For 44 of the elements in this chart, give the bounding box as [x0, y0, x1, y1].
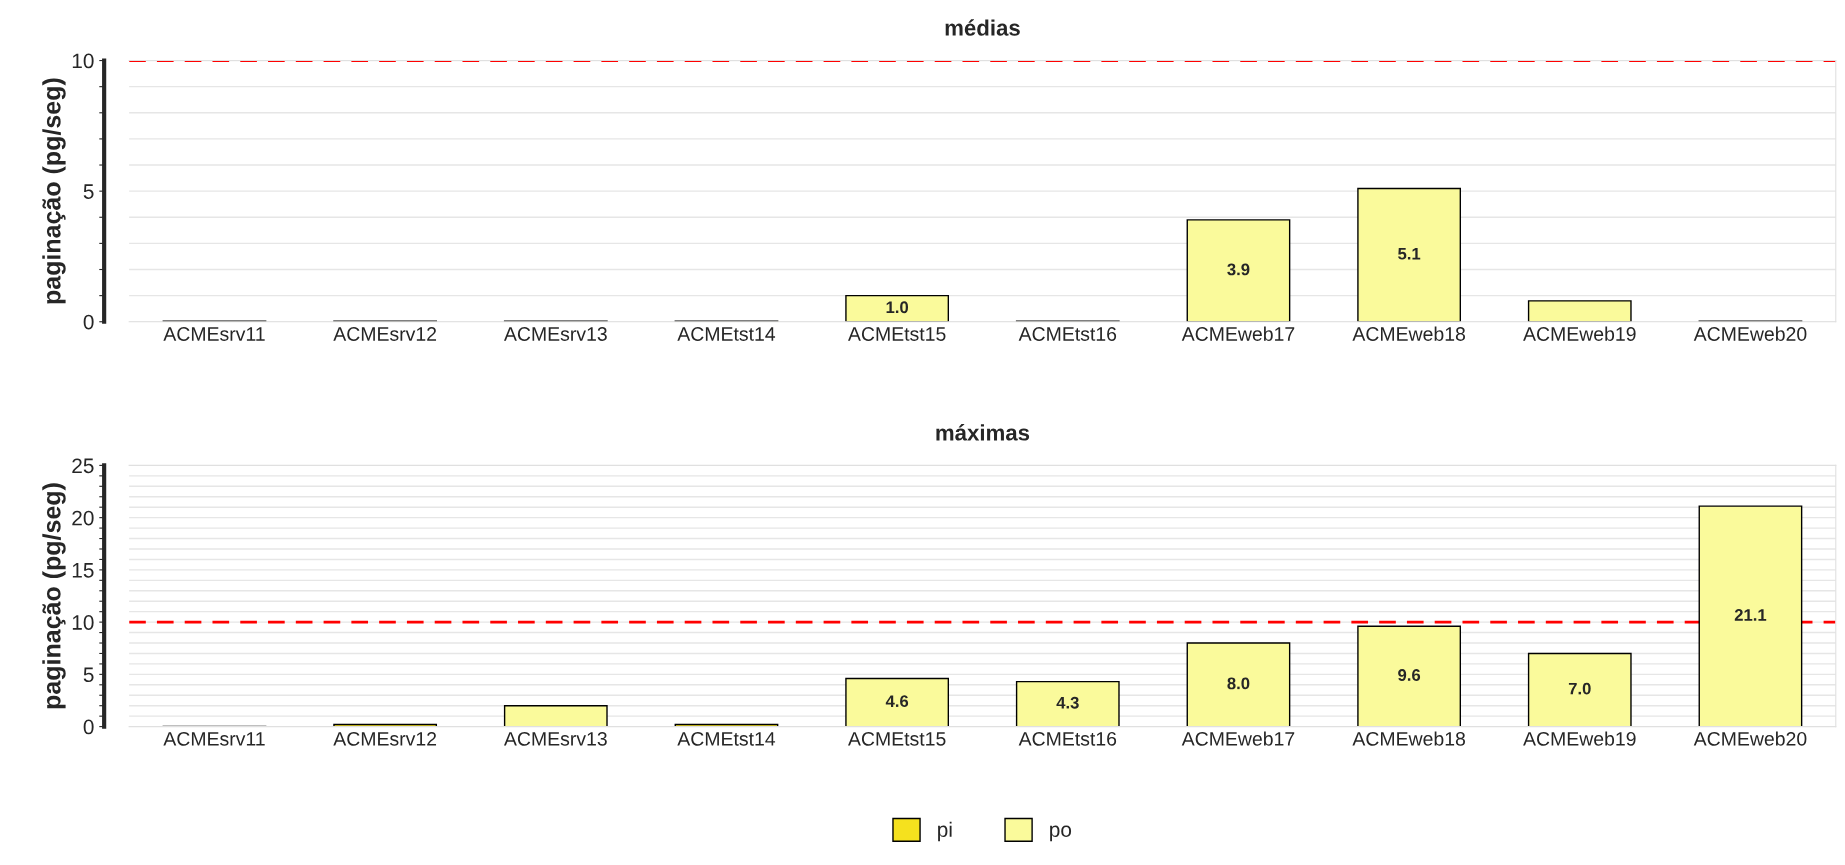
x-tick-label: ACMEtst16 [1018, 731, 1117, 746]
x-tick-label: ACMEtst14 [677, 327, 776, 341]
x-tick-label: ACMEweb20 [1693, 731, 1807, 746]
data-label: 9.6 [1398, 669, 1421, 681]
x-tick-label: ACMEweb20 [1693, 326, 1807, 341]
y-tick-label: 25 [72, 458, 94, 474]
x-tick-label: ACMEweb17 [1181, 731, 1295, 746]
x-tick-label: ACMEsrv11 [163, 327, 265, 341]
y-tick-label: 10 [72, 615, 94, 630]
x-tick-label: ACMEsrv12 [333, 327, 437, 341]
legend-label: pi [938, 821, 952, 842]
data-label: 7.0 [1568, 682, 1591, 695]
x-tick-label: ACMEsrv12 [333, 731, 437, 746]
x-tick-label: ACMEweb18 [1352, 731, 1466, 746]
x-tick-label: ACMEweb17 [1181, 326, 1295, 341]
data-label: 21.1 [1734, 609, 1767, 621]
y-tick-label: 5 [83, 667, 94, 683]
y-tick-label: 0 [83, 719, 94, 735]
data-label: 4.6 [885, 695, 909, 708]
x-tick-label: ACMEweb18 [1352, 326, 1466, 341]
y-tick-label: 5 [83, 184, 94, 199]
data-label: 5.1 [1398, 247, 1421, 260]
x-tick-label: ACMEweb19 [1523, 731, 1636, 746]
legend-label: po [1050, 825, 1072, 842]
y-tick-label: 15 [72, 563, 94, 578]
chart-title: máximas [936, 424, 1030, 441]
x-tick-label: ACMEtst15 [848, 327, 946, 341]
x-tick-label: ACMEtst16 [1018, 327, 1117, 341]
data-label: 4.3 [1056, 696, 1079, 709]
y-axis-title: paginação (pg/seg) [42, 483, 66, 709]
y-tick-label: 0 [83, 314, 94, 330]
x-tick-label: ACMEtst15 [848, 731, 946, 746]
x-tick-label: ACMEsrv13 [503, 731, 607, 746]
y-axis-title: paginação (pg/seg) [42, 78, 66, 304]
x-tick-label: ACMEsrv11 [163, 731, 265, 746]
x-tick-label: ACMEsrv13 [503, 327, 607, 341]
data-label: 8.0 [1227, 677, 1250, 690]
x-tick-label: ACMEtst14 [677, 731, 776, 746]
x-tick-label: ACMEweb19 [1523, 326, 1636, 341]
data-label: 3.9 [1227, 263, 1250, 276]
y-tick-label: 10 [72, 53, 94, 69]
chart-title: médias [945, 19, 1020, 36]
y-tick-label: 20 [72, 510, 94, 526]
data-label: 1.0 [886, 301, 909, 314]
